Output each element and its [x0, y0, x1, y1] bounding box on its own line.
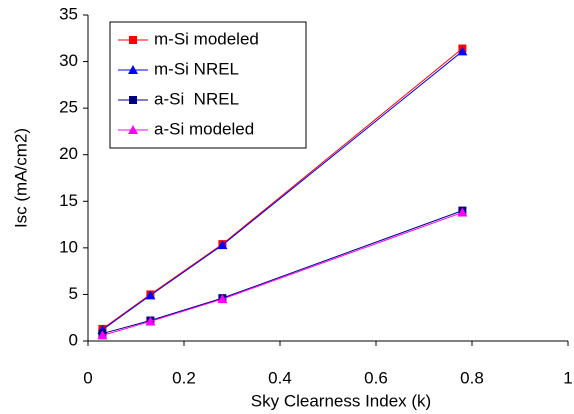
y-tick-label: 35: [59, 4, 78, 23]
series-line: [102, 48, 463, 330]
legend-marker: [129, 36, 137, 44]
data-point: [145, 290, 156, 300]
x-tick-label: 1: [563, 368, 572, 387]
series-line: [102, 210, 463, 335]
y-tick-label: 0: [69, 330, 78, 349]
data-point: [145, 316, 156, 326]
y-tick-label: 20: [59, 144, 78, 163]
x-tick-label: 0.6: [364, 368, 388, 387]
data-point: [457, 46, 468, 56]
y-tick-label: 15: [59, 191, 78, 210]
y-tick-label: 5: [69, 284, 78, 303]
legend-marker: [128, 65, 138, 74]
data-point: [97, 330, 108, 340]
legend-box: [109, 21, 307, 149]
legend-label: m-Si modeled: [154, 29, 259, 48]
x-tick-label: 0.2: [172, 368, 196, 387]
y-tick-label: 25: [59, 98, 78, 117]
x-tick-label: 0.8: [460, 368, 484, 387]
legend-label: a-Si NREL: [154, 89, 239, 108]
y-tick-label: 10: [59, 237, 78, 256]
x-tick-label: 0: [83, 368, 92, 387]
legend-label: m-Si NREL: [154, 59, 239, 78]
series-line: [102, 50, 463, 331]
data-point: [457, 207, 468, 217]
y-tick-label: 30: [59, 51, 78, 70]
data-point: [217, 294, 228, 304]
x-tick-label: 0.4: [268, 368, 292, 387]
legend-marker: [129, 96, 137, 104]
legend-label: a-Si modeled: [154, 119, 254, 138]
y-axis-title: Isc (mA/cm2): [11, 128, 30, 228]
series-line: [102, 211, 463, 336]
data-point: [217, 240, 228, 250]
x-axis-title: Sky Clearness Index (k): [251, 391, 431, 410]
legend-marker: [128, 125, 138, 134]
